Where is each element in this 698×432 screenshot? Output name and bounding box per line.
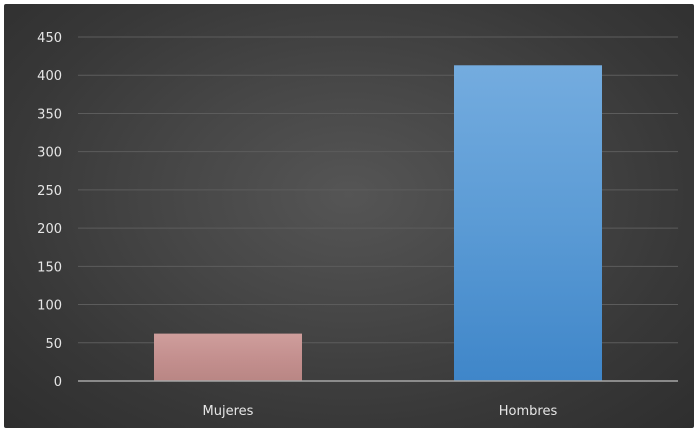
- bar-hombres: [454, 65, 602, 381]
- y-tick-label: 100: [37, 299, 62, 314]
- x-tick-label: Mujeres: [203, 404, 254, 419]
- bar-mujeres: [154, 333, 302, 381]
- y-tick-label: 250: [37, 184, 62, 199]
- y-tick-label: 300: [37, 146, 62, 161]
- y-tick-label: 50: [45, 337, 62, 352]
- y-tick-label: 450: [37, 31, 62, 46]
- x-tick-label: Hombres: [499, 404, 558, 419]
- x-axis: Mujeres Hombres: [78, 380, 678, 419]
- y-tick-label: 150: [37, 260, 62, 275]
- y-tick-label: 0: [54, 375, 62, 390]
- y-tick-label: 200: [37, 222, 62, 237]
- bars: [154, 65, 602, 381]
- y-axis: 0 50 100 150 200 250 300 350 400 450: [37, 31, 62, 390]
- y-tick-label: 400: [37, 69, 62, 84]
- y-tick-label: 350: [37, 107, 62, 122]
